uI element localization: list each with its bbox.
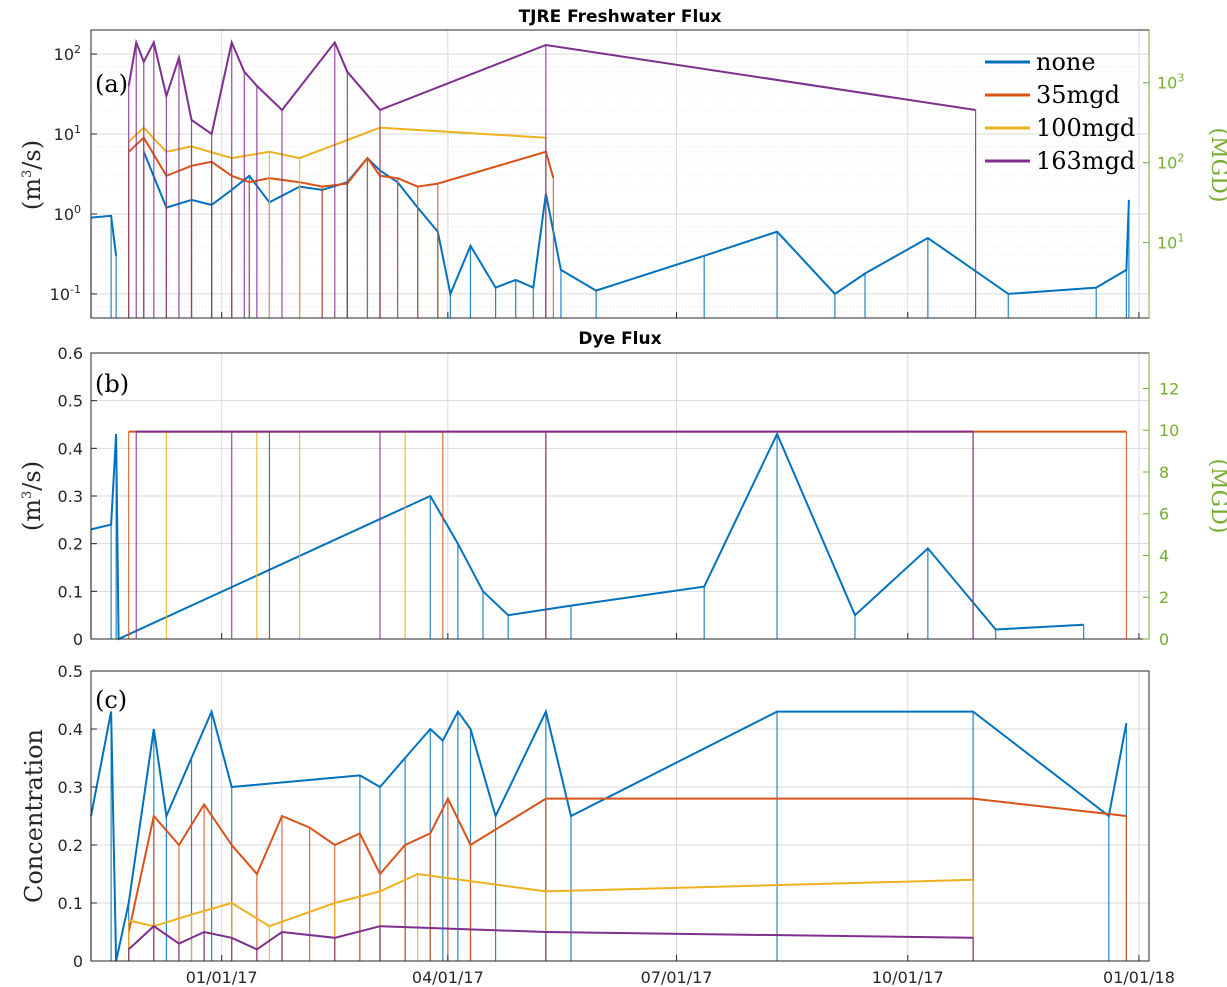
panel-label-c: (c) — [95, 686, 127, 714]
y-right-tick-label: 4 — [1159, 546, 1169, 565]
panel-c-concentration: 0 0.1 0.2 0.3 0.4 0.5 01/01/17 04/01/17 07/01/1… — [20, 662, 1175, 987]
x-tick-label: 01/01/18 — [1103, 968, 1175, 987]
y-tick-label: 10-1 — [50, 283, 81, 304]
x-tick-label: 10/01/17 — [872, 968, 944, 987]
x-tick-label: 04/01/17 — [412, 968, 484, 987]
y-tick-label: 0.3 — [58, 778, 83, 797]
series-group-c — [90, 708, 1128, 962]
series-c-100mgd — [128, 872, 974, 928]
y-right-tick-label: 8 — [1159, 463, 1169, 482]
y-axis-right-label-b: (MGD) — [1206, 459, 1227, 534]
legend-label-35mgd: 35mgd — [1036, 81, 1120, 109]
ticks-c: 0 0.1 0.2 0.3 0.4 0.5 — [58, 662, 1140, 971]
panel-a-freshwater-flux: 10-1 100 101 102 101 102 103 TJRE Freshwater F… — [18, 7, 1227, 319]
y-tick-label: 102 — [54, 43, 81, 64]
y-tick-label: 0 — [73, 952, 83, 971]
y-tick-label: 0.3 — [58, 487, 83, 506]
y-right-tick-label: 101 — [1157, 232, 1184, 253]
y-tick-label: 100 — [54, 203, 81, 224]
y-tick-label: 0.4 — [58, 720, 83, 739]
grid-a — [91, 30, 1149, 318]
y-tick-label: 101 — [54, 123, 81, 144]
y-right-tick-label: 103 — [1157, 72, 1184, 93]
panel-label-a: (a) — [95, 70, 128, 98]
panel-b-dye-flux: 0 0.1 0.2 0.3 0.4 0.5 0.6 0 2 4 6 8 10 12 Dye Flux (b… — [18, 329, 1227, 649]
y-tick-label: 0.1 — [58, 582, 83, 601]
x-axis-ticks: 01/01/17 04/01/17 07/01/17 10/01/17 01/01/18 — [186, 968, 1175, 987]
y-tick-label: 0.2 — [58, 535, 83, 554]
chart-title-b: Dye Flux — [578, 329, 661, 349]
y-tick-label: 0.4 — [58, 439, 83, 458]
series-group-a — [90, 38, 1130, 318]
y-axis-label-a: (m3/s) — [18, 140, 46, 210]
series-c-35mgd — [127, 796, 1127, 933]
y-tick-label: 0.5 — [58, 392, 83, 411]
y-tick-label: 0.6 — [58, 344, 83, 363]
legend: none 35mgd 100mgd 163mgd — [985, 48, 1135, 175]
panel-label-b: (b) — [95, 370, 129, 398]
ticks-a: 10-1 100 101 102 101 102 103 — [50, 30, 1184, 318]
legend-label-none: none — [1036, 48, 1096, 76]
legend-label-100mgd: 100mgd — [1036, 114, 1135, 142]
y-right-tick-label: 6 — [1159, 505, 1169, 524]
y-tick-label: 0.5 — [58, 662, 83, 681]
y-axis-label-c: Concentration — [20, 729, 48, 903]
x-tick-label: 01/01/17 — [186, 968, 258, 987]
y-right-tick-label: 2 — [1159, 588, 1169, 607]
y-right-tick-label: 102 — [1157, 152, 1184, 173]
series-a-35mgd — [128, 136, 555, 188]
y-tick-label: 0.1 — [58, 894, 83, 913]
y-tick-label: 0 — [73, 630, 83, 649]
x-tick-label: 07/01/17 — [641, 968, 713, 987]
ticks-b: 0 0.1 0.2 0.3 0.4 0.5 0.6 0 2 4 6 8 10 12 — [58, 344, 1180, 649]
chart-title-a: TJRE Freshwater Flux — [519, 7, 722, 27]
y-tick-label: 0.2 — [58, 836, 83, 855]
series-group-b — [90, 430, 1127, 641]
y-axis-label-b: (m3/s) — [18, 461, 46, 531]
y-right-tick-label: 10 — [1159, 421, 1179, 440]
y-right-tick-label: 12 — [1159, 379, 1179, 398]
y-axis-right-label-a: (MGD) — [1206, 128, 1227, 203]
legend-label-163mgd: 163mgd — [1036, 147, 1135, 175]
y-right-tick-label: 0 — [1159, 630, 1169, 649]
